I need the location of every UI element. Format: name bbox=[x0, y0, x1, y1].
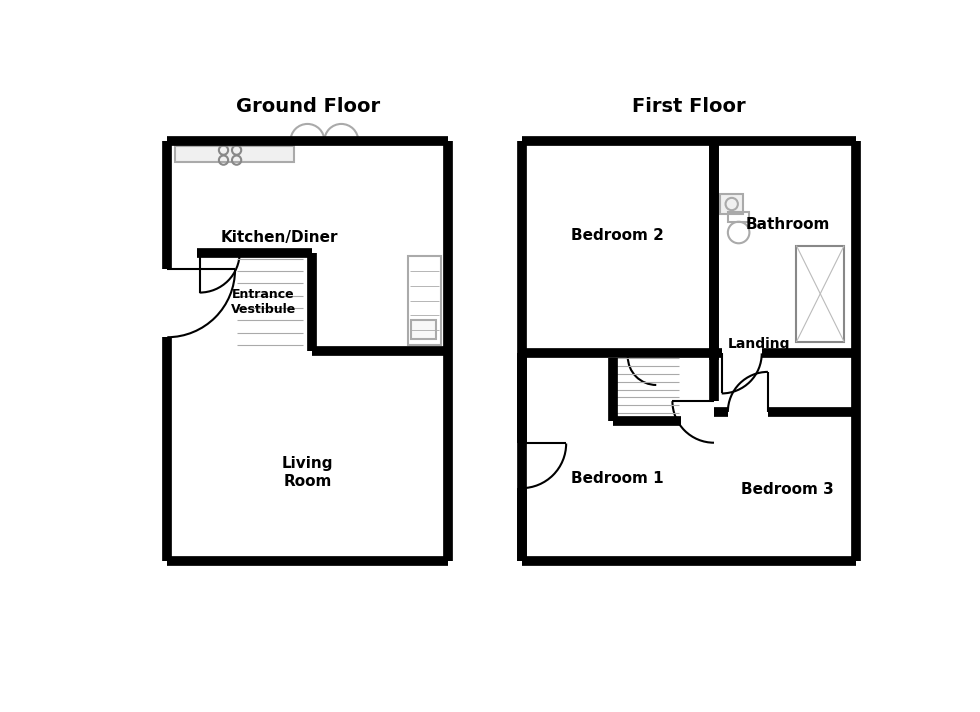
Text: Entrance
Vestibule: Entrance Vestibule bbox=[231, 288, 296, 316]
Text: Ground Floor: Ground Floor bbox=[236, 98, 380, 116]
Text: Bathroom: Bathroom bbox=[746, 217, 830, 232]
Bar bbox=[409, 256, 441, 345]
Text: Bedroom 3: Bedroom 3 bbox=[742, 482, 834, 497]
Text: Bedroom 2: Bedroom 2 bbox=[570, 228, 663, 243]
Bar bbox=[175, 138, 294, 144]
Bar bbox=[720, 194, 743, 214]
Bar bbox=[348, 557, 417, 564]
Bar bbox=[412, 320, 436, 339]
Text: First Floor: First Floor bbox=[632, 98, 746, 116]
Text: Living
Room: Living Room bbox=[282, 456, 333, 488]
Text: Kitchen/Diner: Kitchen/Diner bbox=[220, 230, 338, 245]
Bar bbox=[545, 557, 613, 564]
Bar bbox=[757, 557, 825, 564]
Text: Bedroom 1: Bedroom 1 bbox=[570, 471, 663, 486]
Bar bbox=[175, 145, 294, 162]
Bar bbox=[728, 212, 750, 221]
Bar bbox=[190, 557, 260, 564]
Text: Landing: Landing bbox=[728, 337, 791, 352]
Bar bbox=[797, 246, 844, 342]
Bar bbox=[721, 138, 803, 144]
Bar bbox=[537, 138, 617, 144]
